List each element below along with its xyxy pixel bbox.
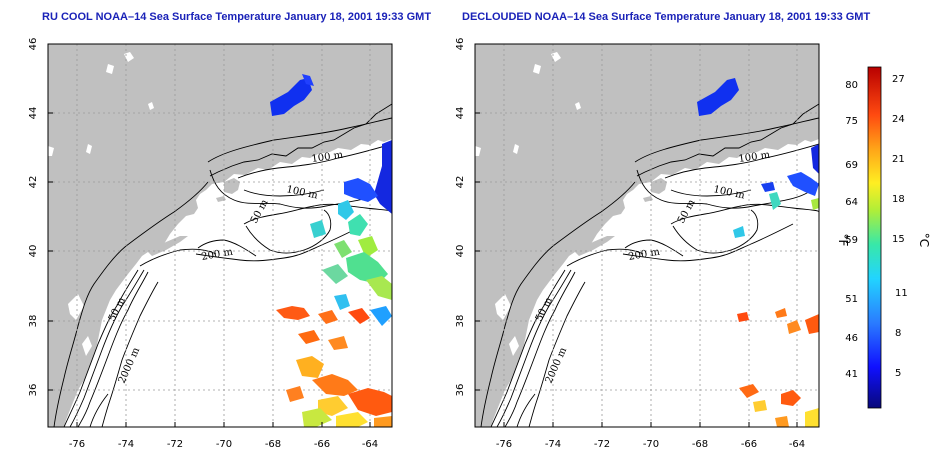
right-map-title: DECLOUDED NOAA–14 Sea Surface Temperatur… [462,11,871,23]
left-sst-map: 100 m 100 m 50 m 200 m 50 m 2000 m -76 -… [28,38,393,450]
right-lon-label: -74 [545,439,561,450]
right-sst-map: 100 m 100 m 50 m 200 m 50 m 2000 m -76 -… [455,38,820,450]
right-lat-label: 40 [455,245,466,258]
left-sst-data [270,74,392,427]
left-lat-label: 36 [28,384,39,397]
right-lat-label: 42 [455,176,466,189]
f-label: 59 [845,235,858,246]
c-label: 21 [892,154,905,165]
c-label: 15 [892,234,905,245]
colorbar-gradient [867,66,882,409]
left-lat-label: 42 [28,176,39,189]
right-sst-data [697,78,819,427]
f-label: 69 [845,160,858,171]
right-lon-label: -66 [741,439,757,450]
celsius-unit: °C [917,233,931,247]
f-label: 46 [845,333,858,344]
right-map-frame [474,43,820,428]
left-lat-tick-labels: 46 44 42 40 38 36 [28,38,39,397]
right-label-100m-north: 100 m [738,150,771,165]
left-lon-label: -72 [167,439,183,450]
left-lon-label: -64 [362,439,378,450]
left-lat-label: 44 [28,107,39,120]
f-label: 75 [845,116,858,127]
left-lon-tick-labels: -76 -74 -72 -70 -68 -66 -64 [69,439,378,450]
f-label: 51 [845,294,858,305]
c-label: 18 [892,194,905,205]
left-lat-label: 46 [28,38,39,51]
right-lat-label: 36 [455,384,466,397]
c-label: 24 [892,114,905,125]
right-lon-label: -76 [496,439,512,450]
left-lat-label: 40 [28,245,39,258]
left-label-100m-north: 100 m [311,150,344,165]
left-lon-label: -76 [69,439,85,450]
right-lat-tick-labels: 46 44 42 40 38 36 [455,38,466,397]
f-label: 80 [845,80,858,91]
left-lon-label: -70 [216,439,232,450]
right-lat-label: 38 [455,315,466,328]
right-lon-label: -68 [692,439,708,450]
left-map-title: RU COOL NOAA–14 Sea Surface Temperature … [42,11,432,23]
f-label: 64 [845,197,858,208]
c-label: 11 [895,288,908,299]
c-label: 27 [892,74,905,85]
right-lat-label: 46 [455,38,466,51]
f-label: 41 [845,369,858,380]
right-lon-label: -64 [789,439,805,450]
colorbar-fahrenheit-labels: 80 75 69 64 59 51 46 41 [845,80,858,380]
fahrenheit-unit: °F [836,234,850,247]
left-lat-label: 38 [28,315,39,328]
left-lon-label: -68 [265,439,281,450]
right-lon-label: -70 [643,439,659,450]
left-lon-label: -74 [118,439,134,450]
right-lon-label: -72 [594,439,610,450]
c-label: 5 [895,368,901,379]
left-lon-label: -66 [314,439,330,450]
right-lon-tick-labels: -76 -74 -72 -70 -68 -66 -64 [496,439,805,450]
colorbar-celsius-labels: 27 24 21 18 15 11 8 5 [892,74,908,379]
right-lat-label: 44 [455,107,466,120]
temperature-colorbar: 80 75 69 64 59 51 46 41 27 24 21 18 15 1… [836,66,931,409]
c-label: 8 [895,328,901,339]
left-map-frame [47,43,393,428]
